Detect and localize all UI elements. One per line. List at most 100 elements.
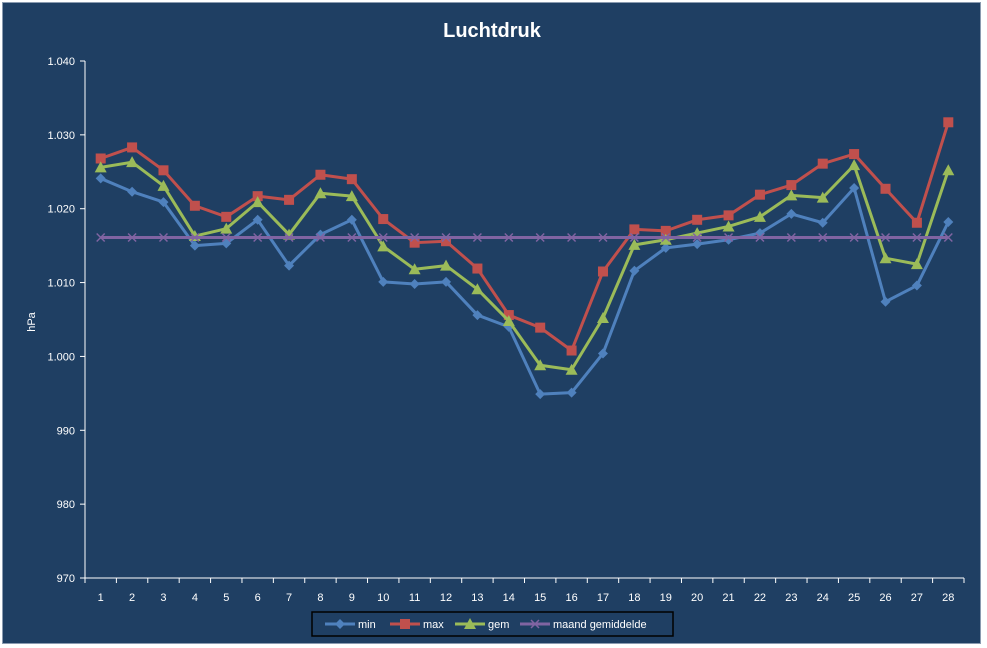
x-tick-label: 6 xyxy=(255,592,261,604)
data-point-gem xyxy=(879,252,892,264)
data-point-max xyxy=(692,214,703,225)
y-tick-label: 990 xyxy=(57,425,75,437)
x-marker-stroke xyxy=(912,232,922,243)
data-point-maand-gemiddelde xyxy=(912,232,922,243)
data-point-min xyxy=(284,260,295,271)
data-point-min xyxy=(629,265,640,276)
x-marker-stroke xyxy=(96,232,106,243)
x-marker-stroke xyxy=(127,232,137,243)
data-point-min xyxy=(252,214,263,225)
data-point-maand-gemiddelde xyxy=(378,232,388,243)
legend-box xyxy=(311,611,674,637)
data-point-min xyxy=(441,276,452,287)
data-point-maand-gemiddelde xyxy=(472,232,482,243)
data-point-max xyxy=(127,142,138,153)
data-point-min xyxy=(127,186,138,197)
series-layer xyxy=(94,117,955,400)
x-marker-stroke xyxy=(530,619,540,629)
data-point-maand-gemiddelde xyxy=(221,232,231,243)
x-marker-stroke xyxy=(190,232,200,243)
x-marker-stroke xyxy=(472,232,482,243)
legend: min max gem maand gemiddelde xyxy=(311,611,674,637)
x-tick-label: 3 xyxy=(160,592,166,604)
data-point-max xyxy=(315,169,326,180)
y-axis-label: hPa xyxy=(26,311,38,331)
data-point-min xyxy=(943,217,954,228)
data-point-gem xyxy=(816,191,829,203)
data-point-min xyxy=(158,197,169,208)
y-tick-label: 970 xyxy=(57,573,75,585)
x-marker-stroke xyxy=(629,232,639,243)
x-tick-label: 8 xyxy=(317,592,323,604)
x-tick-label: 15 xyxy=(534,592,546,604)
data-point-gem xyxy=(157,179,170,191)
chart-title: Luchtdruk xyxy=(443,20,542,42)
x-marker-stroke xyxy=(598,232,608,243)
data-point-min xyxy=(817,217,828,228)
data-point-min xyxy=(535,389,546,400)
x-tick-label: 14 xyxy=(503,592,515,604)
data-point-gem xyxy=(628,238,641,250)
x-tick-label: 19 xyxy=(660,592,672,604)
data-point-maand-gemiddelde xyxy=(598,232,608,243)
data-point-maand-gemiddelde xyxy=(692,232,702,243)
legend-label: maand gemiddelde xyxy=(553,619,647,631)
data-point-max xyxy=(786,180,797,191)
data-point-gem xyxy=(220,222,233,234)
x-tick-label: 5 xyxy=(223,592,229,604)
series-maand-gemiddelde xyxy=(96,232,953,243)
x-marker-stroke xyxy=(755,232,765,243)
data-point-maand-gemiddelde xyxy=(315,232,325,243)
data-point-maand-gemiddelde xyxy=(818,232,828,243)
data-point-max xyxy=(441,236,452,247)
data-point-max xyxy=(378,214,389,225)
x-marker-stroke xyxy=(818,232,828,243)
data-point-maand-gemiddelde xyxy=(629,232,639,243)
data-point-maand-gemiddelde xyxy=(190,232,200,243)
data-point-gem xyxy=(722,220,735,232)
data-point-max xyxy=(880,183,891,194)
data-point-gem xyxy=(659,233,672,245)
legend-swatch-marker xyxy=(530,619,540,629)
data-point-max xyxy=(660,225,671,236)
data-point-maand-gemiddelde xyxy=(535,232,545,243)
y-tick-label: 980 xyxy=(57,499,75,511)
data-point-max xyxy=(346,174,357,185)
data-point-maand-gemiddelde xyxy=(724,232,734,243)
data-point-gem xyxy=(910,258,923,270)
legend-entry-maand-gemiddelde: maand gemiddelde xyxy=(520,619,647,631)
data-point-maand-gemiddelde xyxy=(284,232,294,243)
x-tick-label: 22 xyxy=(754,592,766,604)
series-min xyxy=(95,173,954,400)
x-tick-label: 7 xyxy=(286,592,292,604)
data-point-gem xyxy=(565,363,578,375)
data-point-max xyxy=(409,237,420,248)
x-tick-label: 16 xyxy=(565,592,577,604)
data-point-min xyxy=(472,310,483,321)
data-point-maand-gemiddelde xyxy=(943,232,953,243)
x-marker-stroke xyxy=(535,232,545,243)
x-tick-label: 10 xyxy=(377,592,389,604)
y-tick-label: 1.000 xyxy=(47,351,75,363)
data-point-maand-gemiddelde xyxy=(849,232,859,243)
x-marker-stroke xyxy=(567,232,577,243)
series-gem xyxy=(94,156,955,375)
data-point-min xyxy=(880,296,891,307)
x-marker-stroke xyxy=(661,232,671,243)
x-tick-label: 24 xyxy=(817,592,829,604)
data-point-maand-gemiddelde xyxy=(880,232,891,243)
data-point-maand-gemiddelde xyxy=(158,232,169,243)
data-point-min xyxy=(566,387,577,398)
x-tick-label: 20 xyxy=(691,592,703,604)
x-marker-stroke xyxy=(221,232,231,243)
data-point-max xyxy=(723,210,734,221)
legend-swatch-marker xyxy=(335,619,345,629)
data-point-gem xyxy=(753,210,766,222)
x-marker-stroke xyxy=(284,232,294,243)
y-tick-label: 1.030 xyxy=(47,130,75,142)
data-point-maand-gemiddelde xyxy=(127,232,137,243)
data-point-min xyxy=(849,183,860,194)
data-point-gem xyxy=(471,283,484,295)
